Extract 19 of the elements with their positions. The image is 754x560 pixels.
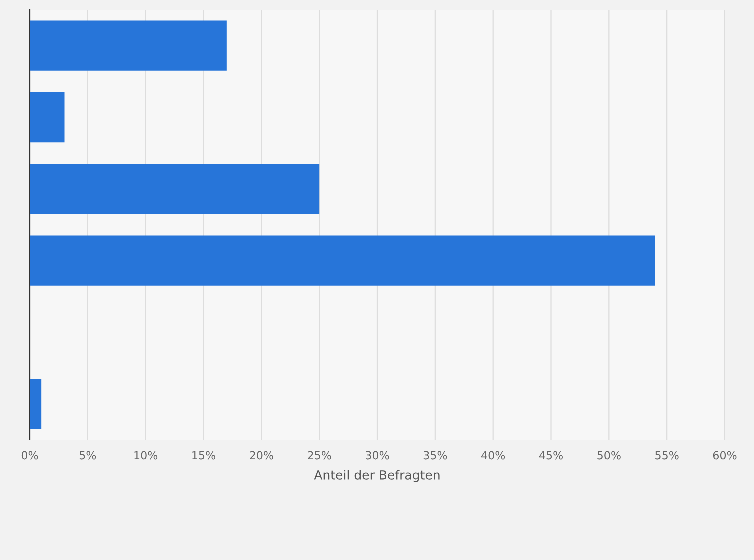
bar: [30, 379, 42, 430]
x-tick-label: 15%: [192, 451, 216, 460]
bar: [30, 20, 227, 71]
x-tick-label: 25%: [308, 451, 332, 460]
x-tick-label: 45%: [539, 451, 563, 460]
x-tick-label: 35%: [424, 451, 448, 460]
x-tick-label: 50%: [598, 451, 621, 460]
x-axis-title: Anteil der Befragten: [314, 470, 440, 482]
bar: [30, 92, 65, 143]
x-tick-label: 60%: [713, 451, 737, 460]
x-tick-label: 40%: [482, 451, 506, 460]
x-tick-label: 0%: [22, 451, 38, 460]
bar: [30, 236, 656, 286]
x-tick-label: 5%: [80, 451, 96, 460]
x-tick-label: 20%: [250, 451, 274, 460]
x-tick-label: 10%: [134, 451, 158, 460]
bar: [30, 164, 320, 214]
x-tick-label: 55%: [656, 451, 679, 460]
x-tick-label: 30%: [366, 451, 390, 460]
